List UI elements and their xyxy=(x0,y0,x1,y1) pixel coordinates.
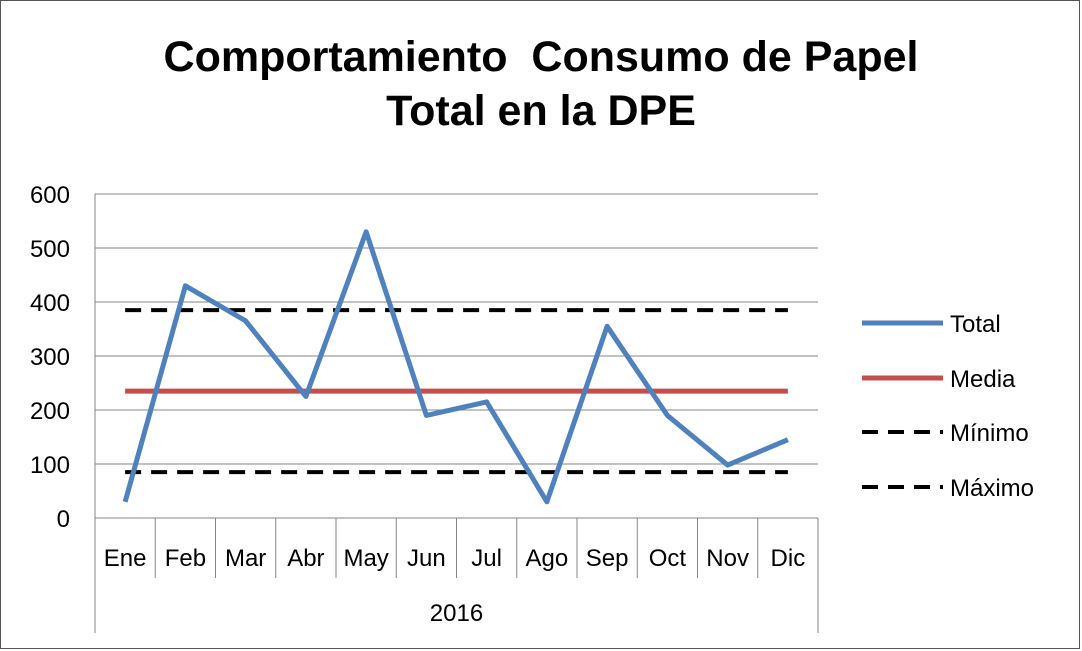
x-tick-label: Sep xyxy=(586,545,629,572)
x-tick-label: May xyxy=(343,545,388,572)
y-tick-label: 0 xyxy=(57,506,70,533)
legend-label: Total xyxy=(950,311,1001,338)
y-tick-label: 500 xyxy=(30,236,70,263)
x-tick-label: Ene xyxy=(104,545,147,572)
series-line-total xyxy=(122,229,789,505)
chart-title-line-2: Total en la DPE xyxy=(386,87,696,135)
x-group-label: 2016 xyxy=(430,600,483,627)
x-tick-label: Jun xyxy=(407,545,446,572)
x-tick-label: Oct xyxy=(649,545,687,572)
y-tick-label: 400 xyxy=(30,290,70,317)
x-tick-label: Abr xyxy=(287,545,324,572)
x-tick-label: Ago xyxy=(526,545,569,572)
y-tick-label: 200 xyxy=(30,398,70,425)
x-tick-label: Dic xyxy=(771,545,806,572)
y-tick-label: 600 xyxy=(30,182,70,209)
legend-label: Máximo xyxy=(950,475,1034,502)
chart-title-line-1: Comportamiento Consumo de Papel xyxy=(163,33,919,81)
x-tick-label: Mar xyxy=(225,545,266,572)
chart-title: Comportamiento Consumo de Papel Total en… xyxy=(0,30,1082,138)
x-tick-label: Nov xyxy=(706,545,749,572)
y-tick-label: 300 xyxy=(30,344,70,371)
x-tick-label: Jul xyxy=(471,545,502,572)
x-tick-label: Feb xyxy=(165,545,206,572)
legend-label: Media xyxy=(950,366,1016,393)
legend-label: Mínimo xyxy=(950,420,1029,447)
y-tick-label: 100 xyxy=(30,452,70,479)
